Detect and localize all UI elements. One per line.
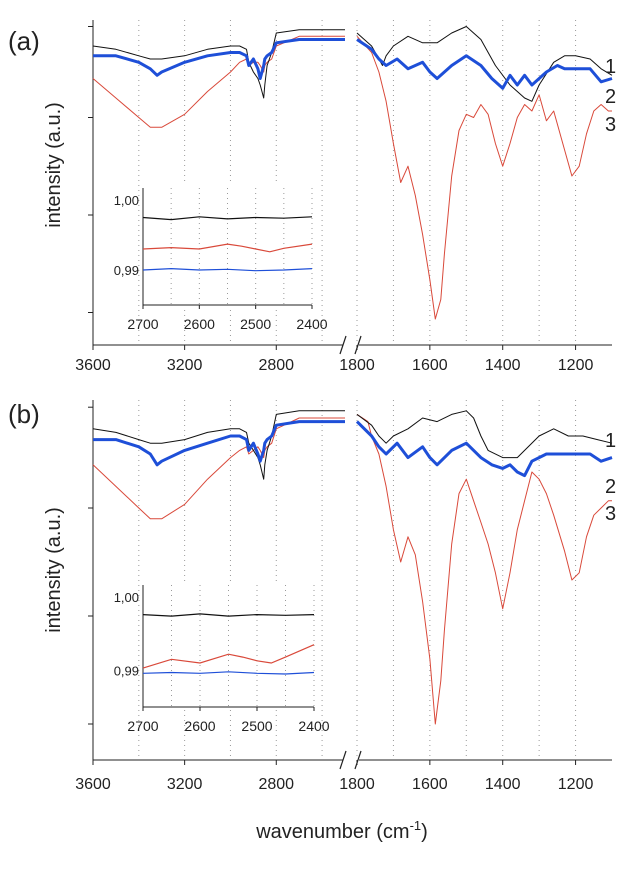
x-tick-label: 1400 [485,776,521,793]
axis-break-mark [354,750,362,770]
series-label-1: 1 [605,56,616,78]
x-tick-label: 2800 [258,357,294,374]
x-tick-label: 3600 [75,357,111,374]
series-3-line [92,35,345,128]
inset-x-tick-label: 2600 [184,718,215,734]
inset-y-tick-label: 1,00 [114,590,139,605]
x-tick-label: 3200 [167,776,203,793]
inset-x-tick-label: 2500 [240,316,271,332]
series-label-2: 2 [605,86,616,108]
y-axis-label: intensity (a.u.) [43,102,65,228]
x-tick-label: 1800 [339,357,375,374]
x-axis-label: wavenumber (cm-1) [255,818,428,843]
series-2-line [93,38,345,80]
series-3-line [92,417,345,520]
inset-x-tick-label: 2600 [184,316,215,332]
inset-x-tick-label: 2700 [127,718,158,734]
x-tick-label: 1200 [558,357,594,374]
x-tick-label: 3200 [167,357,203,374]
inset-series-3-line [142,243,313,253]
inset-y-tick-label: 0,99 [114,663,139,678]
series-1-line [356,410,613,459]
inset-x-tick-label: 2400 [298,718,329,734]
axis-break-mark [354,335,362,355]
inset-y-tick-label: 1,00 [114,193,139,208]
axis-break-mark [339,750,347,770]
inset-x-tick-label: 2500 [241,718,272,734]
inset-series-1-line [142,216,313,221]
panel-a: 3600 3200 2800 1800 1600 1400 1200 1 2 3 (a) intens… [8,20,616,374]
x-tick-label: 2800 [258,776,294,793]
series-2-line [356,38,613,90]
inset-y-tick-label: 0,99 [114,263,139,278]
series-2-line [355,420,613,478]
inset-x-tick-label: 2400 [296,316,327,332]
series-2-line [93,420,345,467]
series-label-3: 3 [605,503,616,525]
x-tick-label: 1600 [412,357,448,374]
series-3-line [356,35,612,320]
inset-series-1-line [142,613,315,617]
inset-chart: 2700 2600 2500 2400 1,00 0,99 [114,581,330,734]
panel-label: (a) [8,26,40,56]
series-label-2: 2 [605,476,616,498]
series-1-line [356,26,613,102]
inset-series-3-line [142,644,315,669]
axis-break-mark [339,335,347,355]
series-3-line [356,413,612,725]
x-tick-label: 1800 [339,776,375,793]
inset-x-tick-label: 2700 [127,316,158,332]
x-tick-label: 1400 [485,357,521,374]
series-label-3: 3 [605,114,616,136]
x-tick-label: 1600 [412,776,448,793]
panel-label: (b) [8,399,40,429]
x-tick-label: 3600 [75,776,111,793]
series-1-line [92,29,345,99]
panel-b: 3600 3200 2800 1800 1600 1400 1200 1 2 3 (b) intens… [8,399,616,793]
inset-series-2-line [142,671,315,675]
inset-series-2-line [142,267,313,272]
series-label-1: 1 [605,430,616,452]
x-tick-label: 1200 [558,776,594,793]
inset-chart: 2700 2600 2500 2400 1,00 0,99 [114,184,328,332]
y-axis-label: intensity (a.u.) [43,507,65,633]
